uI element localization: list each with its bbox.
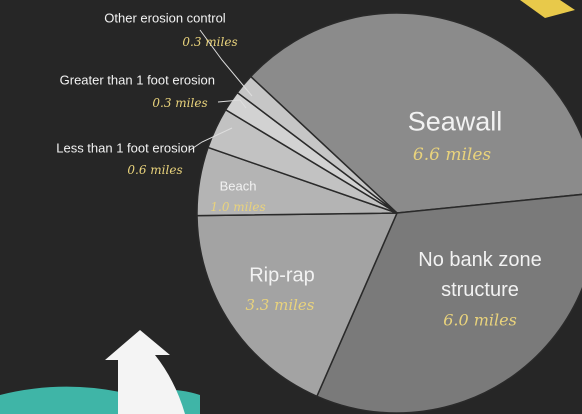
value-label: 3.3 miles: [245, 296, 315, 314]
value-label: 0.3 miles: [152, 96, 208, 110]
value-label: 6.0 miles: [443, 310, 517, 330]
value-label: 0.6 miles: [127, 163, 183, 177]
pie-slice: [249, 12, 582, 214]
slice-label: No bank zone structure: [418, 249, 542, 301]
pie-slice: [315, 193, 582, 414]
slice-label: Greater than 1 foot erosion: [59, 72, 215, 88]
pie-slice: [196, 212, 399, 398]
leader-line: [189, 127, 233, 151]
slice-label: Rip-rap: [249, 264, 315, 287]
slice-label: Less than 1 foot erosion: [56, 140, 195, 156]
leader-line: [217, 99, 247, 109]
slice-label: Other erosion control: [104, 10, 226, 26]
decoration: [520, 0, 575, 18]
pie-slice: [236, 75, 398, 214]
arrow: [105, 330, 185, 414]
slice-label: Seawall: [407, 106, 503, 137]
leader-line: [199, 29, 253, 97]
value-label: 1.0 miles: [210, 200, 266, 214]
value-label: 0.3 miles: [182, 35, 238, 49]
value-label: 6.6 miles: [412, 145, 492, 165]
slice-label: Beach: [219, 178, 257, 194]
